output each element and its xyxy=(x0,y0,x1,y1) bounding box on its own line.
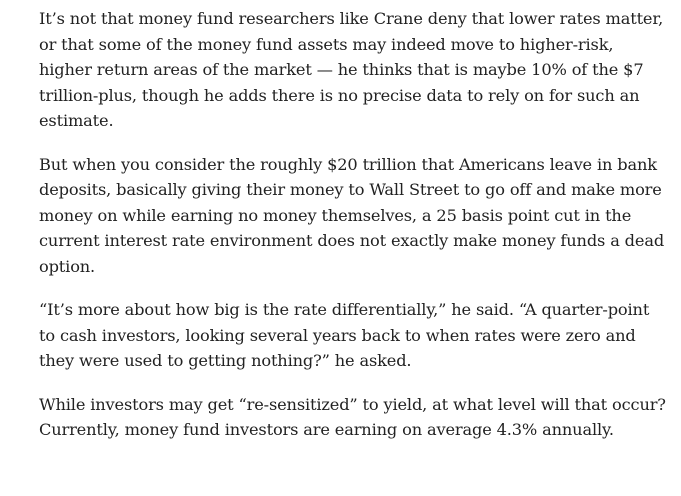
article-body: It’s not that money fund researchers lik… xyxy=(39,6,667,443)
paragraph-crane-estimate: It’s not that money fund researchers lik… xyxy=(39,9,664,130)
paragraph-current-yield: While investors may get “re-sensitized” … xyxy=(39,394,666,440)
paragraph-bank-deposits: But when you consider the roughly $20 tr… xyxy=(39,154,665,276)
paragraph-rate-differential-quote: “It’s more about how big is the rate dif… xyxy=(39,300,650,370)
